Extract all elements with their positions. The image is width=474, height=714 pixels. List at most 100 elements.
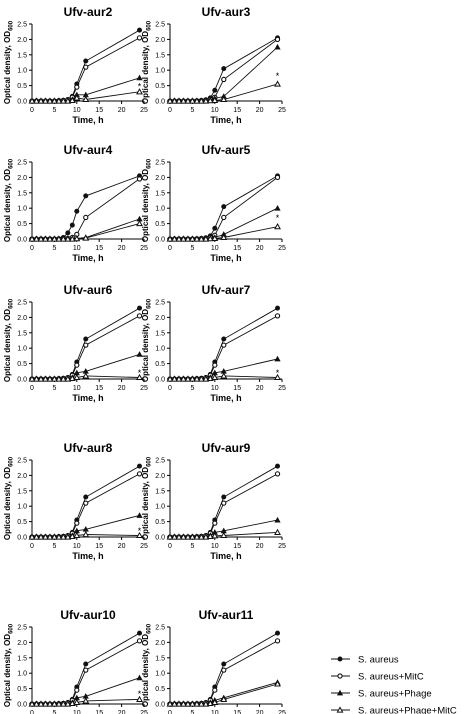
data-point	[137, 27, 143, 33]
data-point	[50, 700, 58, 707]
y-axis-label-subscript: 600	[147, 456, 153, 467]
y-tick-label: 2.5	[155, 625, 165, 632]
x-tick-label: 20	[256, 385, 264, 392]
y-tick-label: 2.0	[155, 175, 165, 182]
x-tick-label: 15	[95, 107, 103, 114]
data-point	[137, 630, 143, 636]
data-point	[59, 97, 67, 104]
series-line	[32, 175, 140, 240]
data-point	[206, 97, 214, 104]
data-point	[83, 214, 89, 221]
data-point	[275, 463, 281, 469]
y-tick-label: 0.5	[17, 221, 27, 228]
x-tick-label: 15	[233, 107, 241, 114]
y-axis-label: Optical density, OD600	[141, 456, 153, 540]
y-tick-label: 0.5	[17, 519, 27, 526]
y-tick-label: 1.5	[155, 190, 165, 197]
data-point	[136, 219, 143, 227]
x-tick-label: 5	[190, 385, 194, 392]
x-tick-label: 0	[30, 543, 34, 550]
data-point	[136, 35, 143, 41]
y-tick-label: 1.0	[155, 671, 165, 678]
data-point	[275, 305, 281, 311]
y-tick-label: 2.0	[17, 37, 27, 44]
legend-label: S. aureus+MitC	[358, 672, 424, 683]
significance-asterisk: *	[276, 368, 280, 378]
x-tick-label: 25	[140, 245, 148, 252]
data-point	[274, 516, 281, 523]
data-point	[59, 700, 67, 707]
data-point	[274, 373, 281, 381]
y-tick-label: 0.5	[155, 83, 165, 90]
x-tick-label: 0	[168, 543, 172, 550]
data-point	[220, 695, 228, 702]
data-point	[220, 531, 228, 539]
data-point	[82, 234, 90, 241]
x-axis-label: Time, h	[72, 551, 103, 561]
series-s-aureus-phage-mitc	[28, 530, 143, 540]
data-point	[33, 700, 40, 707]
y-tick-label: 0.0	[155, 99, 165, 106]
data-point	[184, 700, 192, 707]
x-tick-label: 20	[256, 710, 264, 714]
panel-ufv-aur2: Ufv-aur2 0.0 0.5 1.0 1.5 2.0 2.5 0 5 10 15 20 25 Time…	[3, 5, 148, 125]
panel-title: Ufv-aur3	[202, 5, 251, 19]
data-point	[55, 375, 63, 382]
x-tick-label: 25	[278, 710, 286, 714]
data-point	[274, 174, 281, 181]
data-point	[37, 375, 45, 382]
data-point	[212, 362, 218, 368]
y-tick-label: 2.0	[155, 640, 165, 647]
data-point	[33, 97, 40, 104]
y-axis-label-subscript: 600	[9, 623, 15, 634]
y-axis-label: Optical density, OD600	[141, 20, 153, 104]
y-tick-label: 0.0	[17, 702, 27, 709]
data-point	[50, 97, 58, 104]
x-tick-label: 15	[95, 710, 103, 714]
data-point	[46, 97, 54, 104]
y-axis-label-main: Optical density, OD	[3, 467, 12, 540]
data-point	[175, 235, 183, 242]
y-tick-label: 0.5	[155, 519, 165, 526]
x-tick-label: 25	[278, 107, 286, 114]
significance-asterisk: *	[138, 82, 142, 92]
data-point	[221, 214, 227, 221]
data-point	[37, 235, 45, 242]
panel-title: Ufv-aur5	[202, 143, 251, 157]
data-point	[221, 76, 227, 83]
x-tick-label: 10	[73, 710, 81, 714]
data-point	[275, 630, 281, 636]
data-point	[137, 463, 143, 469]
data-point	[37, 97, 45, 104]
data-point	[211, 234, 219, 241]
data-point	[179, 375, 187, 382]
data-point	[211, 532, 219, 539]
x-tick-label: 0	[30, 710, 34, 714]
data-point	[274, 223, 281, 230]
data-point	[82, 372, 90, 379]
y-axis-label-main: Optical density, OD	[141, 169, 150, 242]
data-point	[28, 97, 36, 104]
y-tick-label: 1.5	[17, 330, 27, 337]
x-tick-label: 10	[211, 107, 219, 114]
y-tick-label: 1.0	[155, 504, 165, 511]
data-point	[274, 680, 281, 687]
data-point	[193, 375, 201, 382]
data-point	[220, 372, 228, 379]
panel-ufv-aur4: Ufv-aur4 0.0 0.5 1.0 1.5 2.0 2.5 0 5 10 15 20 25 Time…	[3, 143, 148, 263]
data-point	[136, 313, 143, 319]
x-tick-label: 5	[190, 543, 194, 550]
data-point	[175, 97, 183, 104]
data-point	[179, 700, 187, 707]
data-point	[206, 699, 214, 706]
data-point	[166, 97, 174, 104]
x-tick-label: 0	[30, 385, 34, 392]
y-tick-label: 1.5	[17, 488, 27, 495]
y-axis-label-main: Optical density, OD	[3, 634, 12, 707]
panel-title: Ufv-aur6	[64, 283, 113, 297]
x-axis-label: Time, h	[72, 393, 103, 403]
data-point	[211, 698, 219, 706]
data-point	[188, 375, 196, 382]
data-point	[179, 97, 187, 104]
data-point	[202, 700, 210, 707]
